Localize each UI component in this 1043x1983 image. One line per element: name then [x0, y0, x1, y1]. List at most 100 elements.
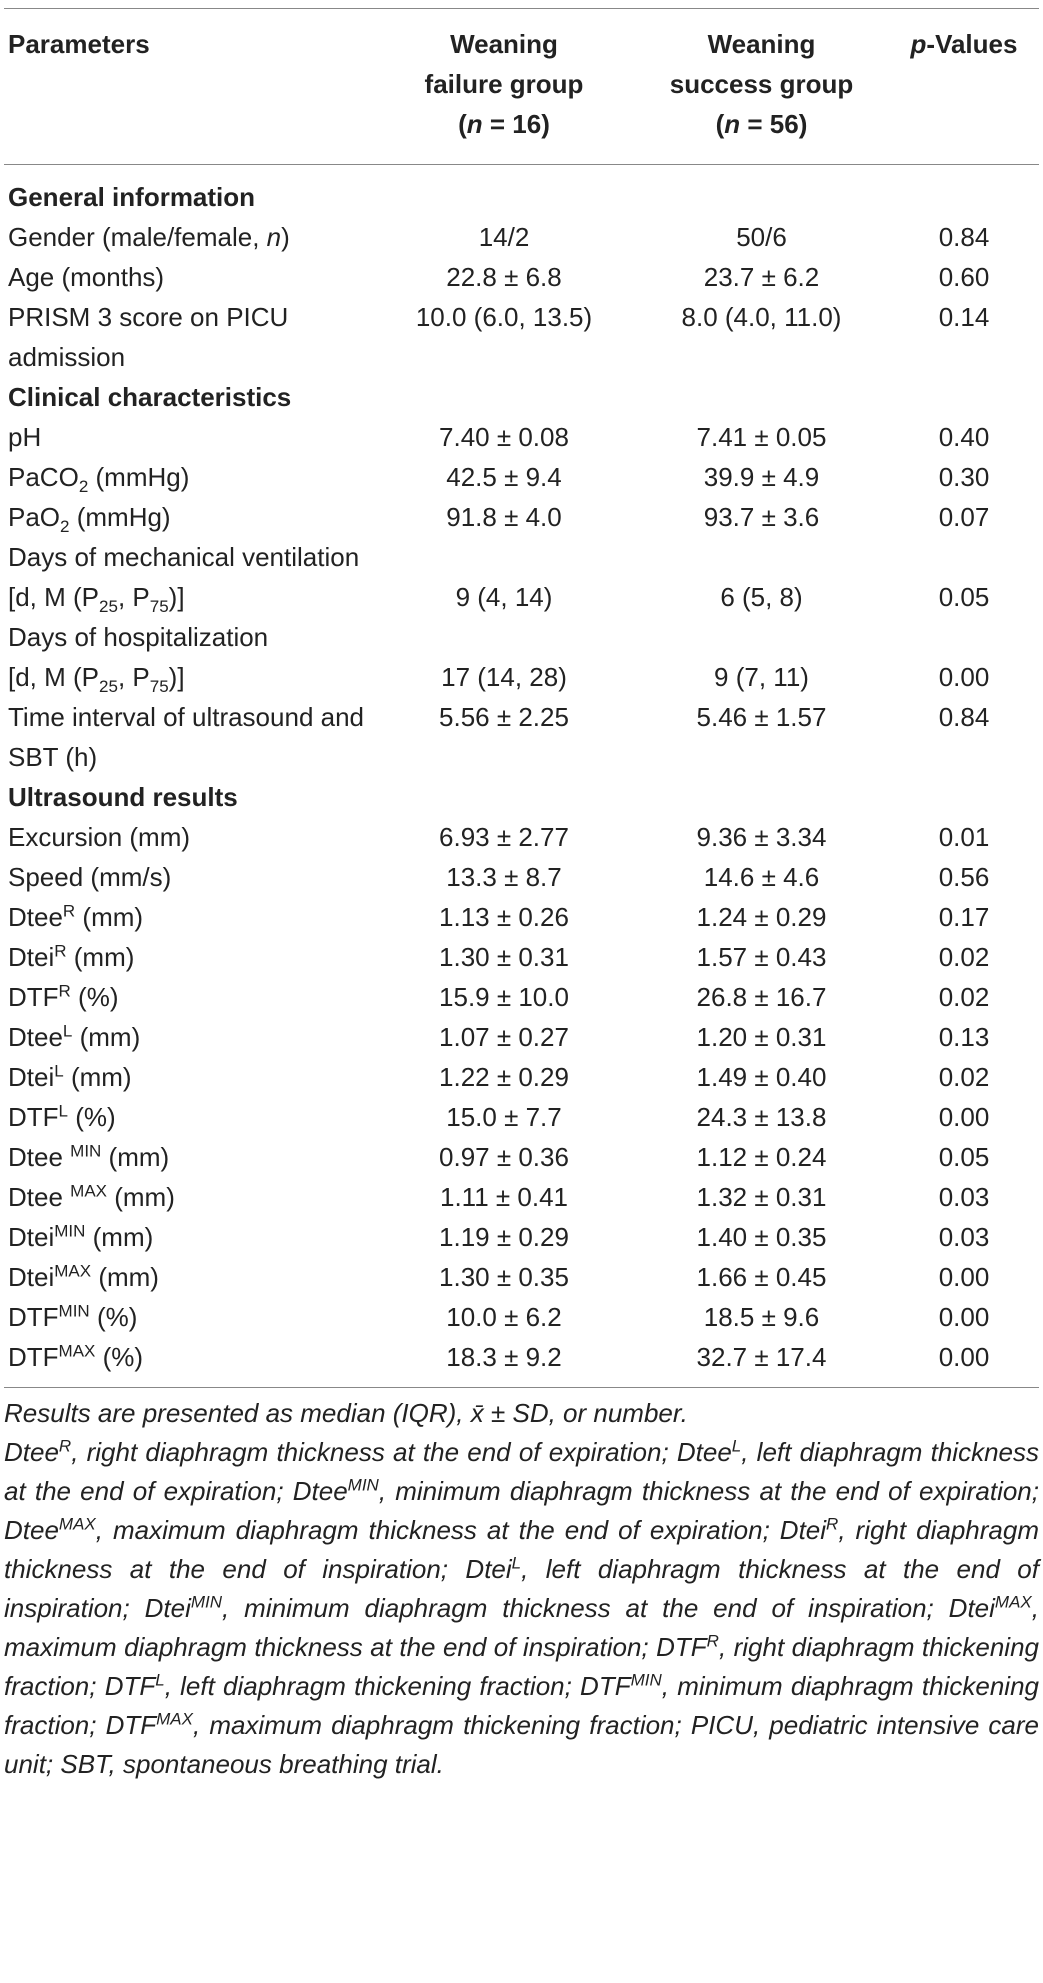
- row-label: Speed (mm/s): [8, 862, 172, 892]
- success-group-cell: 9.36 ± 3.34: [696, 822, 827, 852]
- row-label: Days of mechanical ventilation [d, M (P25…: [8, 542, 360, 617]
- p-value-cell: 0.03: [938, 1182, 990, 1212]
- table-row: PaO2 (mmHg) 91.8 ± 4.0 93.7 ± 3.6 0.07: [4, 497, 1039, 537]
- success-group-cell: 14.6 ± 4.6: [703, 862, 820, 892]
- table-row: DteeL (mm) 1.07 ± 0.27 1.20 ± 0.31 0.13: [4, 1017, 1039, 1057]
- header-failure-group: Weaning failure group (n = 16): [374, 9, 634, 165]
- table-row: Time interval of ultrasound and SBT (h) 5…: [4, 697, 1039, 777]
- header-p-values: p-Values: [910, 29, 1018, 59]
- success-group-cell: 24.3 ± 13.8: [696, 1102, 827, 1132]
- row-label: DTFR (%): [8, 981, 119, 1012]
- p-value-cell: 0.02: [938, 982, 990, 1012]
- row-label: Excursion (mm): [8, 822, 191, 852]
- table-row: Speed (mm/s) 13.3 ± 8.7 14.6 ± 4.6 0.56: [4, 857, 1039, 897]
- section-clinical: Clinical characteristics: [8, 382, 292, 412]
- p-value-cell: 0.03: [938, 1222, 990, 1252]
- row-label: PaCO2 (mmHg): [8, 462, 190, 497]
- row-label: Gender (male/female, n): [8, 222, 290, 252]
- fail-group-cell: 15.0 ± 7.7: [446, 1102, 562, 1132]
- success-group-cell: 26.8 ± 16.7: [696, 982, 827, 1012]
- header-success-line3: (n = 56): [715, 109, 808, 139]
- table-row: DTFMAX (%) 18.3 ± 9.2 32.7 ± 17.4 0.00: [4, 1337, 1039, 1388]
- table-row: DteeR (mm) 1.13 ± 0.26 1.24 ± 0.29 0.17: [4, 897, 1039, 937]
- success-group-cell: 1.12 ± 0.24: [696, 1142, 827, 1172]
- success-group-cell: 32.7 ± 17.4: [696, 1342, 827, 1372]
- table-footnote: Results are presented as median (IQR), x…: [4, 1394, 1039, 1784]
- header-parameters: Parameters: [8, 29, 150, 59]
- success-group-cell: 1.49 ± 0.40: [696, 1062, 827, 1092]
- table-row: Days of hospitalization [d, M (P25, P75)]…: [4, 617, 1039, 697]
- table-header: Parameters Weaning failure group (n = 16…: [4, 8, 1039, 165]
- p-value-cell: 0.05: [938, 582, 990, 612]
- table-row: pH 7.40 ± 0.08 7.41 ± 0.05 0.40: [4, 417, 1039, 457]
- p-value-cell: 0.13: [938, 1022, 990, 1052]
- table-row: DteiL (mm) 1.22 ± 0.29 1.49 ± 0.40 0.02: [4, 1057, 1039, 1097]
- header-success-line1: Weaning: [707, 29, 816, 59]
- header-success-group: Weaning success group (n = 56): [634, 9, 889, 165]
- success-group-cell: 5.46 ± 1.57: [696, 702, 827, 732]
- success-group-cell: 1.66 ± 0.45: [696, 1262, 827, 1292]
- header-failure-line3: (n = 16): [458, 109, 550, 139]
- row-label: PRISM 3 score on PICU admission: [8, 302, 289, 372]
- p-value-cell: 0.00: [938, 1342, 990, 1372]
- p-value-cell: 0.00: [938, 1302, 990, 1332]
- success-group-cell: 93.7 ± 3.6: [703, 502, 820, 532]
- row-label: DteeR (mm): [8, 901, 144, 932]
- p-value-cell: 0.00: [938, 1102, 990, 1132]
- table-row: DteiMAX (mm) 1.30 ± 0.35 1.66 ± 0.45 0.00: [4, 1257, 1039, 1297]
- p-value-cell: 0.14: [938, 302, 990, 332]
- row-label: DteiMAX (mm): [8, 1261, 159, 1292]
- fail-group-cell: 1.11 ± 0.41: [440, 1182, 568, 1212]
- row-label: DTFL (%): [8, 1101, 116, 1132]
- fail-group-cell: 14/2: [478, 222, 530, 252]
- table-row: Excursion (mm) 6.93 ± 2.77 9.36 ± 3.34 0.01: [4, 817, 1039, 857]
- table-row: Dtee MIN (mm) 0.97 ± 0.36 1.12 ± 0.24 0.05: [4, 1137, 1039, 1177]
- fail-group-cell: 1.07 ± 0.27: [439, 1022, 569, 1052]
- p-value-cell: 0.02: [938, 1062, 990, 1092]
- success-group-cell: 39.9 ± 4.9: [703, 462, 820, 492]
- fail-group-cell: 17 (14, 28): [441, 662, 567, 692]
- success-group-cell: 1.24 ± 0.29: [696, 902, 827, 932]
- table-row: PaCO2 (mmHg) 42.5 ± 9.4 39.9 ± 4.9 0.30: [4, 457, 1039, 497]
- footnote-abbreviations: DteeR, right diaphragm thickness at the …: [4, 1436, 1040, 1779]
- section-ultrasound: Ultrasound results: [8, 782, 238, 812]
- footnote-line1: Results are presented as median (IQR), x…: [4, 1398, 688, 1428]
- row-label: DteiR (mm): [8, 941, 135, 972]
- table-row: DteiR (mm) 1.30 ± 0.31 1.57 ± 0.43 0.02: [4, 937, 1039, 977]
- success-group-cell: 1.40 ± 0.35: [696, 1222, 827, 1252]
- success-group-cell: 8.0 (4.0, 11.0): [681, 302, 842, 332]
- success-group-cell: 50/6: [736, 222, 787, 252]
- header-failure-line1: Weaning: [450, 29, 558, 59]
- table-row: Age (months) 22.8 ± 6.8 23.7 ± 6.2 0.60: [4, 257, 1039, 297]
- section-general: General information: [8, 182, 256, 212]
- fail-group-cell: 22.8 ± 6.8: [446, 262, 562, 292]
- success-group-cell: 1.57 ± 0.43: [696, 942, 827, 972]
- p-value-cell: 0.30: [938, 462, 990, 492]
- section-row: General information: [4, 165, 1039, 218]
- header-failure-line2: failure group: [424, 69, 584, 99]
- fail-group-cell: 9 (4, 14): [455, 582, 553, 612]
- table-row: Gender (male/female, n) 14/2 50/6 0.84: [4, 217, 1039, 257]
- p-value-cell: 0.60: [938, 262, 990, 292]
- row-label: DteiMIN (mm): [8, 1221, 154, 1252]
- row-label: DTFMIN (%): [8, 1301, 138, 1332]
- section-row: Clinical characteristics: [4, 377, 1039, 417]
- p-value-cell: 0.84: [938, 222, 990, 252]
- fail-group-cell: 10.0 (6.0, 13.5): [415, 302, 593, 332]
- fail-group-cell: 18.3 ± 9.2: [446, 1342, 562, 1372]
- success-group-cell: 6 (5, 8): [720, 582, 803, 612]
- row-label: DteeL (mm): [8, 1021, 141, 1052]
- fail-group-cell: 1.30 ± 0.35: [439, 1262, 569, 1292]
- p-value-cell: 0.07: [938, 502, 990, 532]
- p-value-cell: 0.40: [938, 422, 990, 452]
- row-label: Dtee MIN (mm): [8, 1141, 170, 1172]
- success-group-cell: 9 (7, 11): [714, 662, 809, 692]
- row-label: Time interval of ultrasound and SBT (h): [8, 702, 365, 772]
- table-body: General information Gender (male/female,…: [4, 165, 1039, 1388]
- fail-group-cell: 7.40 ± 0.08: [439, 422, 569, 452]
- fail-group-cell: 42.5 ± 9.4: [446, 462, 562, 492]
- table-row: DTFR (%) 15.9 ± 10.0 26.8 ± 16.7 0.02: [4, 977, 1039, 1017]
- fail-group-cell: 6.93 ± 2.77: [439, 822, 569, 852]
- table-row: Dtee MAX (mm) 1.11 ± 0.41 1.32 ± 0.31 0.03: [4, 1177, 1039, 1217]
